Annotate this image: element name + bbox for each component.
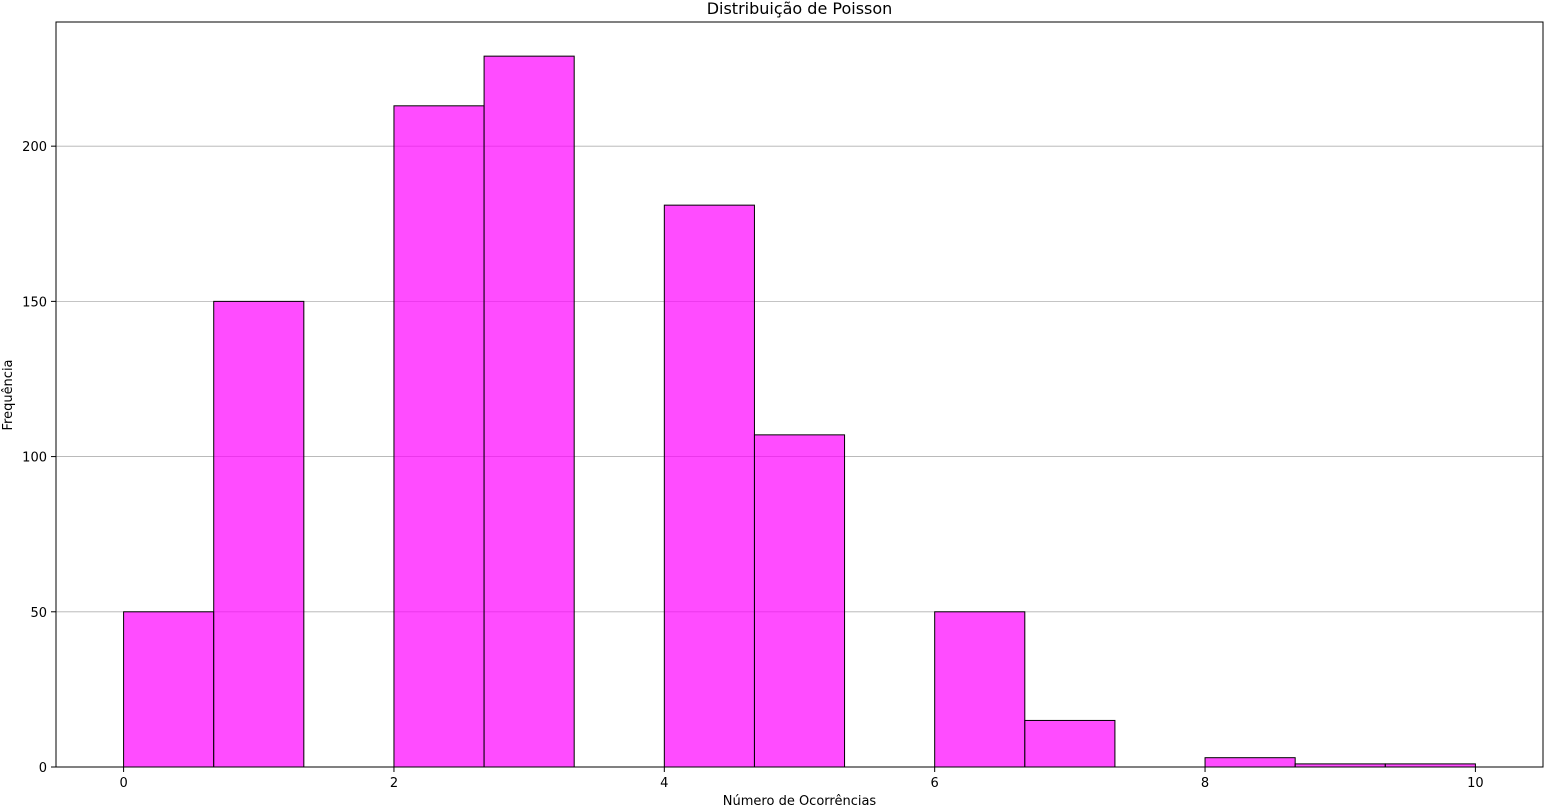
- histogram-bar-0: [123, 611, 215, 768]
- histogram-bar-1: [213, 300, 305, 768]
- y-axis-label: Frequência: [1, 359, 16, 430]
- y-tick-label-150: 150: [22, 295, 47, 310]
- y-tick-label-100: 100: [22, 451, 47, 466]
- histogram-bar-6: [663, 204, 755, 768]
- x-tick-label-0: 0: [119, 776, 127, 791]
- histogram-bar-12: [1204, 757, 1296, 768]
- plot-area-frame: [55, 21, 1544, 768]
- x-tick-label-8: 8: [1201, 776, 1209, 791]
- x-tick-label-2: 2: [390, 776, 398, 791]
- histogram-bar-7: [753, 434, 846, 768]
- histogram-bars: [123, 55, 1476, 768]
- x-axis-ticks: 0 2 4 6 8 10: [119, 767, 1484, 791]
- x-tick-label-6: 6: [931, 776, 939, 791]
- x-tick-label-10: 10: [1467, 776, 1484, 791]
- histogram-bar-10: [1024, 719, 1116, 768]
- histogram-bar-9: [934, 611, 1026, 768]
- x-axis-label: Número de Ocorrências: [723, 794, 877, 807]
- histogram-bar-3: [393, 105, 485, 768]
- y-tick-label-200: 200: [22, 140, 47, 155]
- x-tick-label-4: 4: [660, 776, 668, 791]
- y-axis-ticks: 0 50 100 150 200: [22, 140, 56, 776]
- histogram-bar-4: [483, 55, 575, 768]
- y-tick-label-0: 0: [39, 761, 47, 776]
- chart-title: Distribuição de Poisson: [707, 0, 893, 18]
- y-tick-label-50: 50: [30, 606, 47, 621]
